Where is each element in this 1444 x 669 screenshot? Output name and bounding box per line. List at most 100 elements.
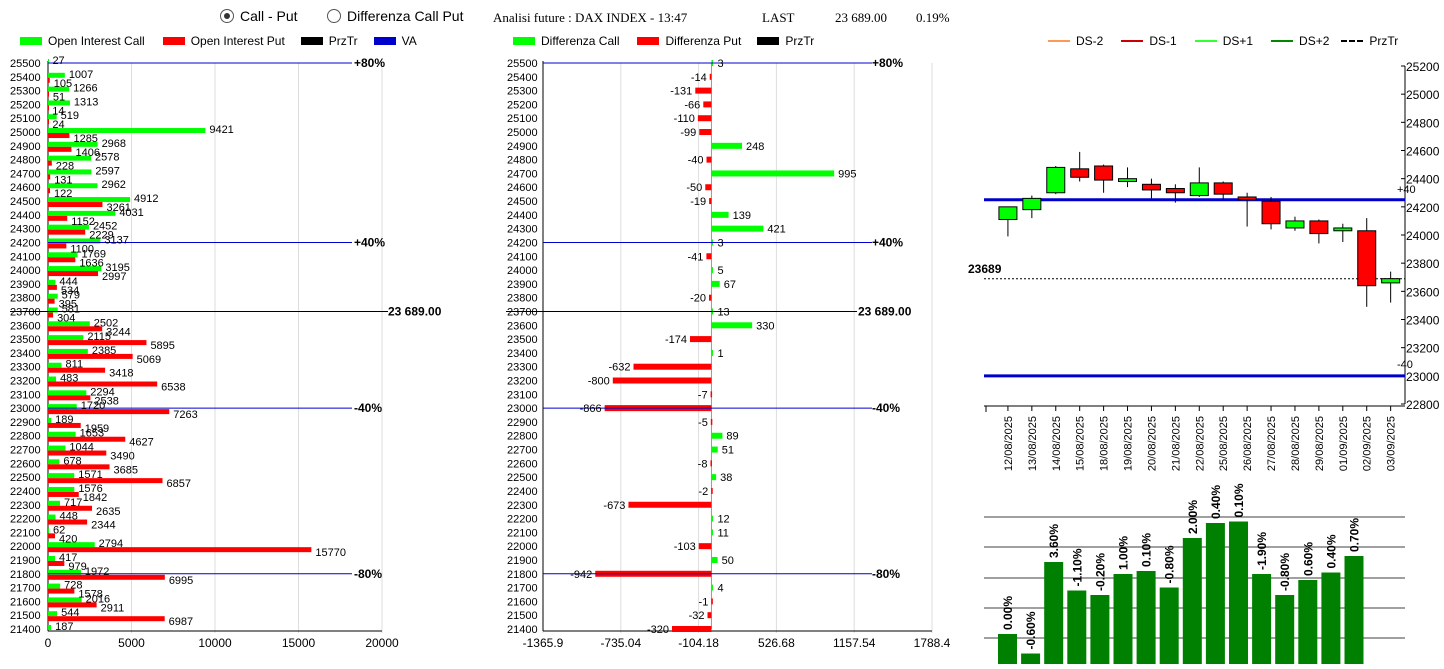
oi-put-label: 6538: [161, 382, 185, 394]
diff-bar: [697, 115, 712, 122]
oi-put-bar: [48, 284, 57, 290]
candle-y-tick: 24200: [1406, 201, 1440, 215]
oi-call-bar: [48, 542, 95, 548]
oi-call-bar: [48, 583, 61, 589]
oi-level-label: +40%: [354, 235, 385, 249]
candle-x-tick: 25/08/2025: [1218, 416, 1230, 471]
diff-value-label: 51: [722, 445, 734, 457]
oi-call-label: 2968: [102, 138, 126, 150]
legend-line-prztr: [1341, 40, 1364, 42]
oi-strike-label: 25500: [10, 58, 41, 70]
oi-put-label: 2229: [89, 230, 113, 242]
diff-bar: [628, 501, 712, 508]
oi-x-tick: 15000: [282, 636, 316, 650]
oi-put-bar: [48, 547, 312, 553]
diff-bar: [711, 515, 713, 522]
diff-strike-label: 25100: [507, 113, 538, 125]
oi-call-label: 1769: [82, 248, 106, 260]
oi-put-label: 7263: [173, 409, 197, 421]
oi-put-label: 1842: [83, 492, 107, 504]
oi-call-label: 1571: [78, 469, 102, 481]
oi-put-bar: [48, 367, 106, 373]
oi-call-label: 483: [60, 373, 78, 385]
oi-call-bar: [48, 72, 65, 78]
oi-call-bar: [48, 500, 60, 506]
radio-differenza[interactable]: Differenza Call Put: [327, 8, 463, 24]
oi-put-label: 228: [56, 161, 74, 173]
diff-value-label: 421: [767, 224, 785, 236]
diff-strike-label: 23800: [507, 293, 538, 305]
change-bar-label: 0.40%: [1209, 485, 1223, 519]
oi-put-bar: [48, 174, 51, 180]
oi-call-bar: [48, 224, 89, 230]
diff-strike-label: 23000: [507, 403, 538, 415]
oi-strike-label: 24700: [10, 168, 41, 180]
legend-swatch-diff-prztr: [757, 37, 780, 45]
oi-call-label: 1266: [73, 83, 97, 95]
diff-value-label: -131: [670, 86, 692, 98]
diff-strike-label: 21600: [507, 596, 538, 608]
oi-put-label: 2538: [94, 395, 118, 407]
oi-call-label: 579: [62, 290, 80, 302]
diff-value-label: -110: [674, 113, 695, 125]
diff-bar: [699, 129, 712, 136]
candle-y-tick: 22800: [1406, 398, 1440, 412]
oi-call-bar: [48, 86, 70, 92]
diff-strike-label: 24400: [507, 210, 538, 222]
diff-bar: [707, 612, 712, 619]
oi-put-label: 1285: [73, 133, 97, 145]
candle-y-tick: 25000: [1406, 88, 1440, 102]
oi-strike-label: 21500: [10, 610, 41, 622]
change-bar: [1321, 572, 1341, 664]
oi-call-label: 717: [64, 497, 82, 509]
diff-value-label: -66: [684, 99, 700, 111]
radio-selected-icon: [220, 9, 234, 23]
oi-strike-label: 21900: [10, 555, 41, 567]
oi-strike-label: 21800: [10, 569, 41, 581]
change-bar: [1344, 556, 1364, 664]
oi-put-label: 534: [61, 285, 79, 297]
diff-bar: [711, 598, 713, 605]
oi-strike-label: 22100: [10, 527, 41, 539]
oi-call-bar: [48, 417, 52, 423]
oi-strike-label: 22400: [10, 486, 41, 498]
oi-put-label: 5069: [137, 354, 161, 366]
oi-strike-label: 23800: [10, 293, 41, 305]
oi-put-bar: [48, 616, 165, 622]
diff-strike-label: 24500: [507, 196, 538, 208]
diff-strike-label: 21700: [507, 583, 538, 595]
candle-x-tick: 28/08/2025: [1290, 416, 1302, 471]
diff-value-label: 995: [838, 168, 856, 180]
diff-strike-label: 24900: [507, 141, 538, 153]
candle-y-tick: 25200: [1406, 60, 1440, 74]
diff-bar: [711, 267, 713, 274]
diff-bar: [709, 73, 712, 80]
oi-call-bar: [48, 459, 60, 465]
oi-put-label: 2911: [101, 602, 125, 614]
oi-put-label: 15770: [315, 547, 346, 559]
change-bar: [1275, 595, 1295, 664]
diff-value-label: -5: [698, 417, 708, 429]
radio-call-put[interactable]: Call - Put: [220, 8, 298, 24]
oi-call-bar: [48, 376, 57, 382]
oi-strike-label: 24300: [10, 224, 41, 236]
candle-body: [1333, 227, 1353, 232]
diff-value-label: -866: [580, 403, 602, 415]
candle-body: [1094, 165, 1114, 181]
diff-value-label: 67: [724, 279, 736, 291]
oi-call-label: 2502: [94, 317, 118, 329]
oi-call-label: 62: [53, 524, 65, 536]
diff-strike-label: 24800: [507, 155, 538, 167]
oi-strike-label: 24400: [10, 210, 41, 222]
diff-value-label: 11: [717, 527, 728, 539]
oi-call-label: 187: [55, 621, 73, 633]
candle-x-tick: 01/09/2025: [1338, 416, 1350, 471]
oi-call-label: 1576: [78, 483, 102, 495]
oi-put-label: 24: [52, 119, 64, 131]
radio-call-put-label: Call - Put: [240, 8, 298, 24]
change-bar: [1044, 562, 1064, 664]
oi-call-label: 189: [55, 414, 73, 426]
candle-body: [1165, 188, 1185, 194]
candle-x-tick: 03/09/2025: [1386, 416, 1398, 471]
change-bar-label: -0.80%: [1163, 545, 1177, 583]
